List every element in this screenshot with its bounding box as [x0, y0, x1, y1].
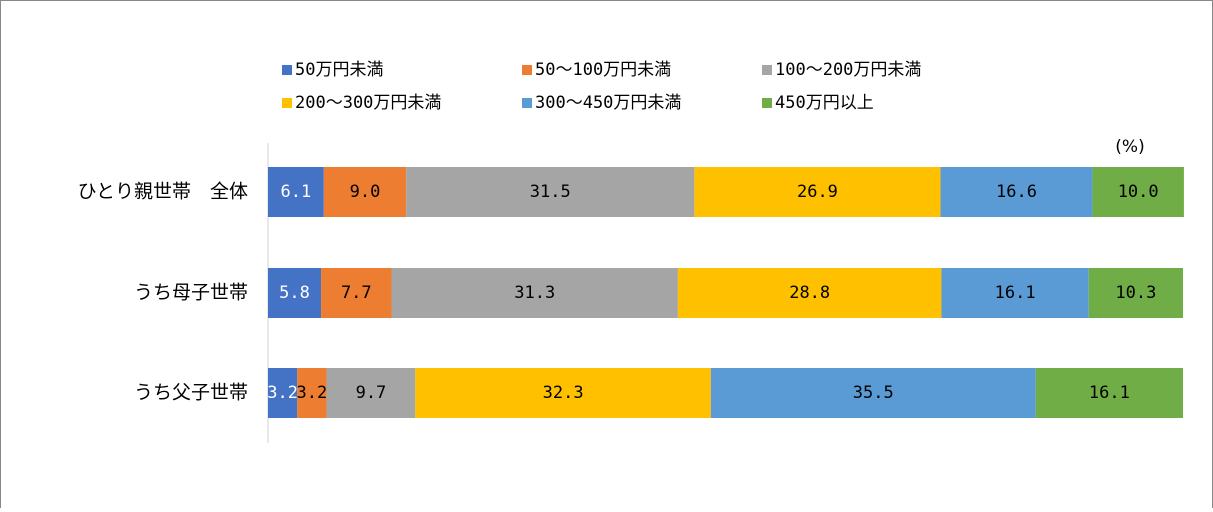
bar-segment	[1088, 268, 1183, 318]
bar-segment	[941, 268, 1089, 318]
bar-segment	[415, 368, 711, 418]
legend-swatch	[762, 65, 772, 75]
data-label: 35.5	[853, 383, 894, 403]
data-label: 16.1	[995, 283, 1036, 303]
legend-swatch	[522, 65, 532, 75]
bar-segment	[268, 268, 322, 318]
data-label: 10.0	[1118, 182, 1159, 202]
data-label: 5.8	[279, 283, 310, 303]
bar-segment	[694, 167, 941, 217]
data-label: 31.3	[514, 283, 555, 303]
data-label: 3.2	[267, 383, 298, 403]
legend-label: 450万円以上	[775, 93, 874, 113]
y-tick-label: ひとり親世帯 全体	[78, 181, 248, 203]
data-label: 16.1	[1089, 383, 1130, 403]
bar-segment	[1035, 368, 1183, 418]
legend-label: 100～200万円未満	[775, 60, 921, 80]
data-label: 6.1	[281, 182, 312, 202]
bar-segment	[297, 368, 327, 418]
data-label: 31.5	[530, 182, 571, 202]
data-label: 26.9	[797, 182, 838, 202]
data-label: 16.6	[996, 182, 1037, 202]
bar-segment	[710, 368, 1036, 418]
data-label: 3.2	[297, 383, 328, 403]
data-label: 32.3	[543, 383, 584, 403]
data-label: 10.3	[1115, 283, 1156, 303]
bar-segment	[321, 268, 392, 318]
legend-swatch	[522, 98, 532, 108]
bar-segment	[323, 167, 407, 217]
data-label: 28.8	[789, 283, 830, 303]
data-label: 7.7	[341, 283, 372, 303]
bar-segment	[268, 368, 298, 418]
y-tick-label: うち父子世帯	[134, 382, 248, 404]
bar-segment	[326, 368, 416, 418]
legend-label: 50～100万円未満	[535, 60, 671, 80]
data-label: 9.0	[350, 182, 381, 202]
data-label: 9.7	[356, 383, 387, 403]
legend-label: 300～450万円未満	[535, 93, 681, 113]
y-tick-label: うち母子世帯	[134, 282, 248, 304]
bar-segment	[940, 167, 1093, 217]
bar-segment	[406, 167, 695, 217]
bar-segment	[268, 167, 324, 217]
unit-annotation: (%)	[1115, 137, 1144, 157]
legend-swatch	[762, 98, 772, 108]
legend-label: 200～300万円未満	[295, 93, 441, 113]
legend-swatch	[282, 65, 292, 75]
bar-segment	[1092, 167, 1184, 217]
bar-segment	[391, 268, 678, 318]
legend-swatch	[282, 98, 292, 108]
legend-label: 50万円未満	[295, 60, 383, 80]
bar-segment	[677, 268, 942, 318]
